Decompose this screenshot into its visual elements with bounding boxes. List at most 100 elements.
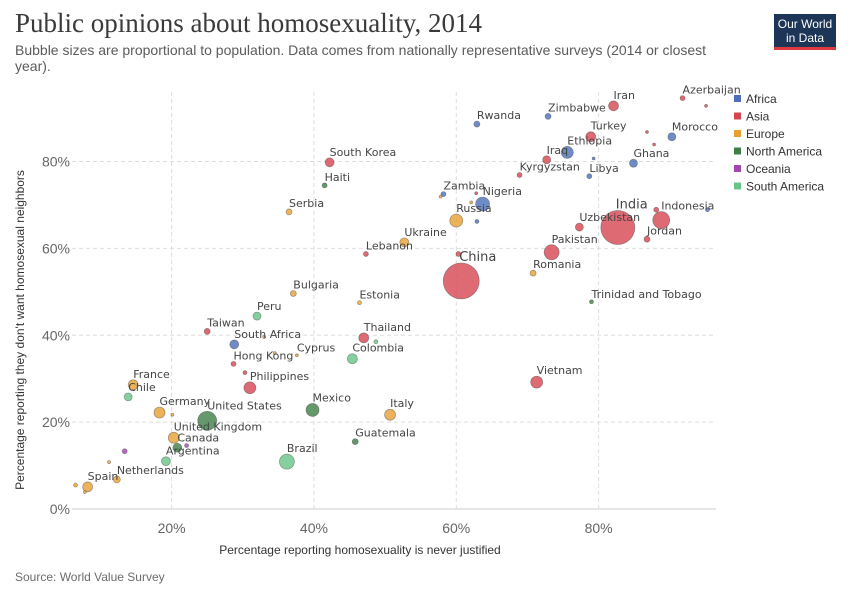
bubble-morocco[interactable]	[667, 132, 677, 142]
bubble-united-kingdom[interactable]	[167, 431, 180, 444]
bubble-azerbaijan[interactable]	[679, 95, 686, 101]
legend: Africa Asia Europe North America Oceania Sout…	[734, 92, 824, 194]
bubble-china[interactable]	[442, 262, 480, 300]
bubble-united-states[interactable]	[197, 410, 218, 431]
point-label: Brazil	[287, 442, 318, 455]
bubble-india[interactable]	[600, 210, 636, 245]
legend-item[interactable]: Oceania	[746, 162, 791, 176]
bubble-ethiopia[interactable]	[560, 146, 574, 159]
bubble-argentina[interactable]	[161, 456, 171, 467]
bubble-unlabeled[interactable]	[455, 251, 462, 257]
bubble-brazil[interactable]	[279, 453, 295, 470]
bubble-unlabeled[interactable]	[438, 194, 443, 199]
bubble-chile[interactable]	[123, 392, 133, 402]
bubble-unlabeled[interactable]	[373, 339, 379, 345]
bubble-nigeria[interactable]	[475, 196, 490, 212]
bubble-unlabeled[interactable]	[645, 130, 649, 134]
bubble-pakistan[interactable]	[543, 244, 560, 261]
bubble-colombia[interactable]	[347, 353, 358, 365]
bubble-russia[interactable]	[449, 213, 464, 228]
bubble-unlabeled[interactable]	[652, 142, 656, 147]
bubble-estonia[interactable]	[357, 300, 362, 306]
bubble-canada[interactable]	[172, 442, 183, 453]
point-label: Peru	[257, 300, 282, 313]
bubble-unlabeled[interactable]	[653, 206, 660, 213]
bubble-mexico[interactable]	[305, 403, 320, 417]
point-label: United Kingdom	[174, 420, 262, 433]
bubble-unlabeled[interactable]	[107, 460, 111, 464]
point-label: Iraq	[547, 144, 569, 157]
legend-item[interactable]: Africa	[746, 92, 777, 106]
legend-item[interactable]: Asia	[746, 110, 770, 124]
bubble-serbia[interactable]	[285, 208, 293, 216]
bubble-unlabeled[interactable]	[469, 200, 474, 205]
owid-logo[interactable]: Our World in Data	[774, 14, 836, 50]
bubble-philippines[interactable]	[243, 381, 257, 395]
point-label: Taiwan	[206, 316, 244, 329]
bubble-jordan[interactable]	[643, 235, 651, 243]
point-label: Thailand	[363, 321, 411, 334]
legend-swatch	[734, 165, 741, 172]
legend-item[interactable]: Europe	[746, 127, 785, 141]
bubble-ukraine[interactable]	[399, 237, 410, 248]
bubble-romania[interactable]	[529, 269, 537, 277]
bubble-unlabeled[interactable]	[121, 448, 128, 455]
bubble-ghana[interactable]	[629, 158, 638, 168]
point-label: Azerbaijan	[683, 84, 741, 97]
bubble-unlabeled[interactable]	[474, 219, 480, 224]
bubble-taiwan[interactable]	[203, 327, 211, 335]
bubble-kyrgyzstan[interactable]	[516, 172, 523, 178]
bubble-unlabeled[interactable]	[262, 335, 266, 339]
bubble-bulgaria[interactable]	[289, 290, 297, 297]
bubble-haiti[interactable]	[321, 182, 328, 189]
point-label: Ethiopia	[567, 134, 612, 147]
bubble-iraq[interactable]	[542, 155, 551, 165]
bubble-thailand[interactable]	[358, 332, 370, 344]
bubble-libya[interactable]	[586, 173, 593, 180]
bubble-unlabeled[interactable]	[170, 412, 175, 417]
bubble-uzbekistan[interactable]	[575, 222, 584, 232]
bubble-zimbabwe[interactable]	[544, 112, 552, 120]
bubble-zambia[interactable]	[440, 191, 447, 197]
bubble-germany[interactable]	[153, 406, 166, 419]
point-label: Indonesia	[661, 200, 714, 213]
bubble-south-africa[interactable]	[229, 339, 240, 350]
bubble-unlabeled[interactable]	[73, 482, 78, 488]
legend-item[interactable]: South America	[746, 180, 824, 194]
bubble-unlabeled[interactable]	[242, 370, 248, 375]
bubble-france[interactable]	[127, 379, 139, 391]
bubble-unlabeled[interactable]	[272, 351, 277, 355]
bubble-peru[interactable]	[252, 311, 262, 321]
point-label: France	[133, 368, 170, 381]
bubble-italy[interactable]	[384, 408, 396, 421]
bubble-spain[interactable]	[82, 481, 94, 493]
point-label: Russia	[456, 202, 491, 215]
x-tick-label: 40%	[300, 520, 328, 536]
bubble-unlabeled[interactable]	[591, 156, 596, 161]
bubble-iran[interactable]	[608, 100, 619, 112]
bubble-cyprus[interactable]	[295, 353, 299, 358]
bubble-lebanon[interactable]	[363, 251, 369, 257]
bubble-turkey[interactable]	[585, 131, 597, 143]
bubble-trinidad-and-tobago[interactable]	[589, 299, 594, 305]
bubble-hong-kong[interactable]	[230, 361, 237, 367]
bubble-unlabeled[interactable]	[705, 207, 710, 213]
point-label: Serbia	[289, 197, 324, 210]
bubble-unlabeled[interactable]	[82, 490, 87, 494]
bubble-rwanda[interactable]	[473, 120, 481, 128]
bubble-netherlands[interactable]	[112, 475, 121, 484]
point-labels: Rwanda Zimbabwe Iran Azerbaijan Turkey Morocc…	[88, 84, 741, 483]
bubble-guatemala[interactable]	[351, 438, 359, 446]
legend-item[interactable]: North America	[746, 145, 822, 159]
point-label: Zimbabwe	[548, 101, 606, 114]
bubble-unlabeled[interactable]	[704, 104, 708, 108]
point-label: Trinidad and Tobago	[590, 288, 701, 301]
legend-swatch	[734, 112, 741, 120]
bubble-vietnam[interactable]	[530, 375, 544, 389]
bubble-unlabeled[interactable]	[474, 191, 479, 196]
point-label: India	[616, 198, 648, 213]
point-label: Uzbekistan	[579, 211, 640, 224]
bubble-unlabeled[interactable]	[184, 443, 189, 448]
bubble-south-korea[interactable]	[324, 157, 335, 168]
bubble-indonesia[interactable]	[652, 211, 671, 229]
